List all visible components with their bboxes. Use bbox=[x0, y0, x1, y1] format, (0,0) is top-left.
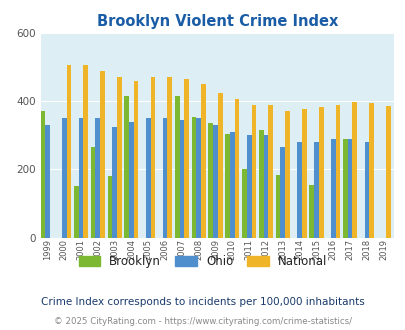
Bar bbox=[40, 112, 45, 238]
Bar bbox=[225, 134, 229, 238]
Bar bbox=[95, 118, 100, 238]
Bar bbox=[184, 79, 188, 238]
Bar bbox=[335, 105, 339, 238]
Bar bbox=[385, 106, 390, 238]
Bar bbox=[347, 139, 352, 238]
Bar bbox=[296, 142, 301, 238]
Bar bbox=[79, 118, 83, 238]
Bar bbox=[263, 135, 268, 238]
Bar bbox=[330, 139, 335, 238]
Bar bbox=[83, 65, 88, 238]
Bar bbox=[217, 93, 222, 238]
Bar bbox=[200, 84, 205, 238]
Bar bbox=[369, 103, 373, 238]
Bar bbox=[241, 169, 246, 238]
Bar bbox=[229, 132, 234, 238]
Bar bbox=[45, 125, 49, 238]
Bar bbox=[251, 105, 256, 238]
Bar bbox=[213, 125, 217, 238]
Bar bbox=[280, 147, 284, 238]
Bar bbox=[309, 185, 313, 238]
Bar bbox=[117, 77, 121, 238]
Bar bbox=[179, 120, 184, 238]
Title: Brooklyn Violent Crime Index: Brooklyn Violent Crime Index bbox=[96, 14, 337, 29]
Bar bbox=[129, 122, 134, 238]
Bar bbox=[90, 147, 95, 238]
Legend: Brooklyn, Ohio, National: Brooklyn, Ohio, National bbox=[74, 250, 331, 273]
Bar bbox=[284, 112, 289, 238]
Bar bbox=[318, 107, 323, 238]
Bar bbox=[234, 99, 239, 238]
Bar bbox=[66, 65, 71, 238]
Bar bbox=[268, 105, 273, 238]
Bar bbox=[301, 109, 306, 238]
Bar bbox=[342, 139, 347, 238]
Bar bbox=[100, 71, 104, 238]
Bar bbox=[258, 130, 263, 238]
Bar bbox=[112, 127, 117, 238]
Bar bbox=[107, 176, 112, 238]
Bar bbox=[208, 123, 213, 238]
Bar bbox=[162, 118, 167, 238]
Bar bbox=[196, 118, 200, 238]
Bar bbox=[150, 77, 155, 238]
Bar bbox=[364, 142, 369, 238]
Bar bbox=[175, 96, 179, 238]
Bar bbox=[275, 175, 280, 238]
Bar bbox=[313, 142, 318, 238]
Bar bbox=[167, 77, 172, 238]
Text: © 2025 CityRating.com - https://www.cityrating.com/crime-statistics/: © 2025 CityRating.com - https://www.city… bbox=[54, 317, 351, 326]
Bar bbox=[124, 96, 129, 238]
Bar bbox=[246, 135, 251, 238]
Text: Crime Index corresponds to incidents per 100,000 inhabitants: Crime Index corresponds to incidents per… bbox=[41, 297, 364, 307]
Bar bbox=[191, 116, 196, 238]
Bar bbox=[134, 81, 138, 238]
Bar bbox=[352, 102, 356, 238]
Bar bbox=[145, 118, 150, 238]
Bar bbox=[74, 186, 79, 238]
Bar bbox=[62, 118, 66, 238]
